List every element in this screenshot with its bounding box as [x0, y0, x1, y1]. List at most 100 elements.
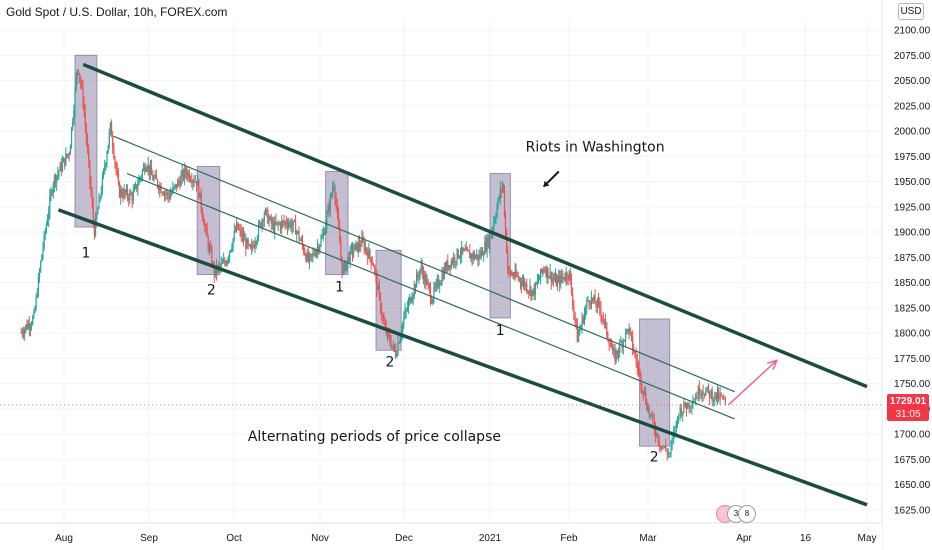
candle-body[interactable]	[210, 247, 212, 251]
candle-body[interactable]	[100, 191, 102, 197]
candle-body[interactable]	[228, 251, 231, 258]
candle-body[interactable]	[78, 73, 81, 79]
candle-body[interactable]	[27, 323, 29, 329]
candle-body[interactable]	[711, 391, 713, 402]
candle-body[interactable]	[640, 373, 642, 386]
candle-body[interactable]	[637, 367, 640, 370]
candle-body[interactable]	[564, 279, 566, 281]
candle-body[interactable]	[503, 190, 506, 215]
candle-body[interactable]	[516, 275, 518, 277]
candle-body[interactable]	[189, 179, 192, 181]
candle-body[interactable]	[231, 247, 233, 250]
candle-body[interactable]	[67, 153, 69, 156]
candle-body[interactable]	[540, 268, 542, 279]
candle-body[interactable]	[120, 189, 122, 197]
candle-body[interactable]	[511, 274, 513, 276]
candle-body[interactable]	[246, 239, 248, 249]
candle-body[interactable]	[509, 269, 511, 272]
candle-body[interactable]	[255, 241, 257, 244]
candle-body[interactable]	[333, 186, 335, 189]
candle-body[interactable]	[456, 249, 458, 262]
candle-body[interactable]	[365, 247, 368, 253]
candle-body[interactable]	[319, 245, 321, 251]
candle-body[interactable]	[616, 350, 618, 354]
candle-body[interactable]	[294, 220, 297, 235]
candle-body[interactable]	[518, 278, 520, 280]
candle-body[interactable]	[707, 386, 710, 391]
candle-body[interactable]	[239, 229, 241, 231]
candle-body[interactable]	[208, 247, 211, 250]
candle-body[interactable]	[275, 221, 277, 224]
candle-body[interactable]	[92, 204, 94, 223]
candle-body[interactable]	[218, 265, 220, 267]
candle-body[interactable]	[58, 171, 60, 174]
candle-body[interactable]	[173, 186, 175, 188]
candle-body[interactable]	[448, 265, 450, 270]
candle-body[interactable]	[93, 222, 96, 236]
candle-body[interactable]	[599, 302, 601, 309]
candle-body[interactable]	[632, 336, 634, 350]
candle-body[interactable]	[551, 277, 553, 282]
candle-body[interactable]	[576, 323, 578, 342]
candle-body[interactable]	[98, 196, 100, 210]
candle-body[interactable]	[363, 241, 365, 251]
candle-body[interactable]	[593, 296, 595, 301]
candle-body[interactable]	[521, 282, 524, 286]
candle-body[interactable]	[562, 277, 564, 279]
candle-body[interactable]	[537, 280, 540, 282]
candle-body[interactable]	[266, 209, 268, 211]
candle-body[interactable]	[354, 244, 356, 251]
candle-body[interactable]	[44, 231, 46, 234]
candle-body[interactable]	[138, 178, 140, 185]
candle-body[interactable]	[505, 229, 508, 253]
candle-body[interactable]	[555, 276, 558, 287]
candle-body[interactable]	[165, 192, 167, 194]
candle-body[interactable]	[65, 154, 67, 166]
candle-body[interactable]	[105, 163, 107, 167]
candle-body[interactable]	[694, 397, 697, 402]
candle-body[interactable]	[455, 261, 457, 263]
candle-body[interactable]	[395, 349, 397, 357]
candle-body[interactable]	[206, 228, 208, 238]
candle-body[interactable]	[81, 84, 83, 87]
candle-body[interactable]	[350, 246, 352, 248]
candle-body[interactable]	[337, 212, 340, 228]
candle-body[interactable]	[193, 180, 195, 183]
candle-body[interactable]	[61, 162, 64, 171]
candle-body[interactable]	[641, 385, 643, 391]
candle-body[interactable]	[268, 219, 270, 224]
candle-body[interactable]	[360, 246, 362, 248]
candle-body[interactable]	[677, 417, 680, 419]
candle-body[interactable]	[579, 329, 581, 334]
candle-body[interactable]	[399, 336, 401, 343]
candle-body[interactable]	[205, 226, 207, 229]
candle-body[interactable]	[463, 249, 465, 251]
candle-body[interactable]	[662, 446, 664, 448]
candle-body[interactable]	[30, 324, 33, 327]
candle-body[interactable]	[545, 271, 547, 277]
candle-body[interactable]	[122, 195, 124, 198]
candle-body[interactable]	[633, 349, 635, 353]
candle-body[interactable]	[86, 140, 89, 150]
channel-line-lower[interactable]	[57, 208, 868, 507]
candle-body[interactable]	[191, 180, 193, 183]
channel-line-inner-upper[interactable]	[113, 135, 735, 393]
candle-body[interactable]	[185, 168, 187, 173]
candle-body[interactable]	[487, 237, 489, 247]
candle-body[interactable]	[594, 296, 596, 305]
candle-body[interactable]	[696, 397, 698, 399]
candle-body[interactable]	[490, 236, 492, 238]
candle-body[interactable]	[101, 176, 104, 192]
candle-body[interactable]	[520, 282, 523, 286]
candle-body[interactable]	[689, 406, 691, 408]
candle-body[interactable]	[556, 279, 559, 287]
candle-body[interactable]	[76, 69, 78, 78]
candle-body[interactable]	[540, 268, 543, 272]
candle-body[interactable]	[197, 180, 199, 186]
candle-body[interactable]	[329, 195, 331, 211]
candle-body[interactable]	[112, 136, 114, 148]
candle-body[interactable]	[660, 445, 662, 449]
candle-body[interactable]	[440, 282, 442, 286]
candle-body[interactable]	[252, 245, 254, 247]
candle-body[interactable]	[48, 212, 50, 221]
